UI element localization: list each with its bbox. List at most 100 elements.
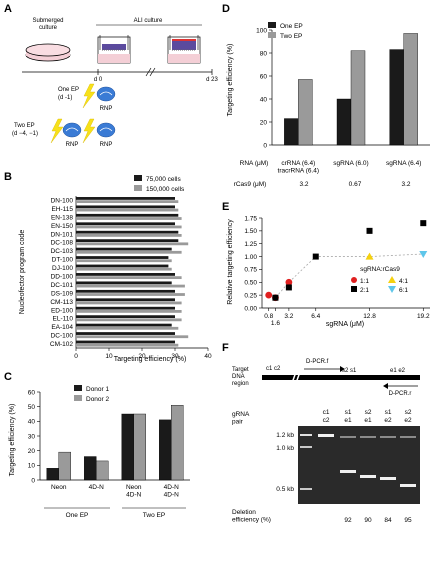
lane-bottom-label: e1 — [344, 417, 352, 424]
panel-d-label: D — [222, 3, 230, 15]
lane-bottom-label: e2 — [404, 417, 412, 424]
y-tick-label: 1.50 — [244, 228, 257, 235]
lane-top-label: s2 — [405, 409, 412, 416]
bar — [76, 242, 189, 246]
bar — [76, 332, 175, 335]
y-tick-label: 60 — [28, 389, 36, 396]
rcas9-label: rCas9 (μM) — [234, 181, 267, 188]
rna-label: RNA (μM) — [240, 160, 269, 167]
category-label: EN-150 — [51, 223, 73, 230]
chart-c-legend: Donor 1 Donor 2 — [74, 385, 110, 403]
rnp-label-3: RNP — [100, 142, 113, 148]
pcr-f-label: D-PCR.f — [306, 359, 329, 365]
bar — [76, 239, 179, 243]
y-tick-label: 0 — [31, 477, 35, 484]
rnp-label-1: RNP — [100, 106, 113, 112]
rnp-icon — [96, 86, 116, 102]
lane-top-label: s1 — [345, 409, 352, 416]
bar — [76, 200, 179, 204]
chart-e: 0.00 0.25 0.50 0.75 1.00 1.25 1.50 1.75 0.81.6 3.… — [244, 215, 430, 327]
y-tick-label: 60 — [260, 73, 268, 80]
bar — [76, 234, 182, 237]
lane-top-label: s2 — [365, 409, 372, 416]
ladder-label: 1.0 kb — [276, 445, 294, 452]
bar — [76, 326, 179, 330]
legend-item: 1:1 — [360, 278, 369, 285]
bar — [76, 335, 189, 339]
deletion-efficiency: 92 — [344, 517, 352, 524]
data-point — [265, 291, 273, 299]
category-label: EL-110 — [53, 316, 74, 323]
data-point — [366, 227, 373, 234]
bar — [76, 273, 175, 276]
ali-well-1 — [97, 35, 131, 64]
lane-top-label: s1 — [385, 409, 392, 416]
bar — [403, 33, 418, 146]
bar — [298, 79, 313, 146]
chart-e-legend: sgRNA:rCas9 1:1 2:1 4:1 6:1 — [351, 266, 408, 294]
gel-image — [298, 426, 420, 504]
submerged-label: Submerged culture — [32, 18, 63, 31]
one-ep-day: (d -1) — [58, 95, 72, 101]
y-tick-label: 1.75 — [244, 215, 257, 222]
y-tick-label: 0.75 — [244, 267, 257, 274]
chart-b-ylabel: Nucleofector program code — [19, 230, 26, 315]
lane-bottom-label: e2 — [384, 417, 392, 424]
legend-item: One EP — [280, 23, 303, 30]
bar — [76, 289, 175, 293]
bar — [76, 284, 185, 288]
legend-item: 4:1 — [399, 278, 408, 285]
ladder-label: 1.2 kb — [276, 432, 294, 439]
two-ep-label: Two EP — [14, 123, 35, 129]
bar — [76, 197, 175, 200]
target-label: Target DNA region — [232, 367, 249, 387]
category-label: DJ-100 — [52, 265, 73, 272]
rnp-icon — [96, 122, 116, 138]
bar — [96, 460, 109, 481]
bar — [76, 318, 182, 322]
chart-d: 0 20 40 60 80 100 crRNA (6.4) tracrRNA (6.4) sgR… — [256, 27, 430, 174]
bar — [350, 50, 366, 146]
category-label: DN-101 — [51, 231, 74, 238]
chart-e-xlabel: sgRNA (μM) — [326, 321, 364, 328]
bar — [46, 468, 59, 481]
data-point — [365, 252, 374, 260]
legend-item: Two EP — [280, 33, 302, 40]
deletion-efficiency: 90 — [364, 517, 372, 524]
group-label: One EP — [66, 512, 89, 519]
deletion-efficiency: 95 — [404, 517, 412, 524]
category-label: 4D-N — [89, 484, 104, 491]
chart-e-ylabel: Relative targeting efficiency — [227, 219, 234, 305]
lane-bottom-label: c2 — [323, 417, 330, 424]
d23-label: d 23 — [206, 77, 218, 83]
data-point — [285, 278, 293, 286]
bar — [171, 405, 184, 481]
group-label: Two EP — [143, 512, 165, 519]
bar — [133, 413, 146, 481]
two-ep-day: (d −4, −1) — [12, 131, 38, 137]
bar — [159, 419, 172, 481]
data-point — [419, 251, 428, 258]
chart-b-legend: 75,000 cells 150,000 cells — [134, 175, 185, 193]
bar — [76, 205, 175, 209]
lightning-icon — [82, 83, 96, 109]
bar — [76, 306, 175, 310]
y-tick-label: 10 — [28, 463, 36, 470]
category-label: EN-138 — [51, 214, 73, 221]
data-point — [272, 294, 279, 301]
y-tick-label: 1.00 — [244, 254, 257, 261]
category-label: EA-104 — [51, 324, 73, 331]
chart-b-xlabel: Targeting efficiency (%) — [114, 356, 187, 363]
rnp-icon — [62, 122, 82, 138]
arrow-right-icon — [340, 366, 345, 372]
category-label: DC-100 — [51, 333, 74, 340]
legend-item: Donor 2 — [86, 396, 110, 403]
chart-d-ylabel: Targeting efficiency (%) — [227, 44, 234, 117]
x-tick-label: 6.4 — [311, 313, 320, 320]
chart-c-ylabel: Targeting efficiency (%) — [9, 404, 16, 477]
rnp-label-2: RNP — [66, 142, 79, 148]
lane-top-label: c1 — [323, 409, 330, 416]
x-tick-label: 19.2 — [417, 313, 430, 320]
x-tick-label: 10 — [105, 353, 113, 360]
y-tick-label: 0.50 — [244, 280, 257, 287]
